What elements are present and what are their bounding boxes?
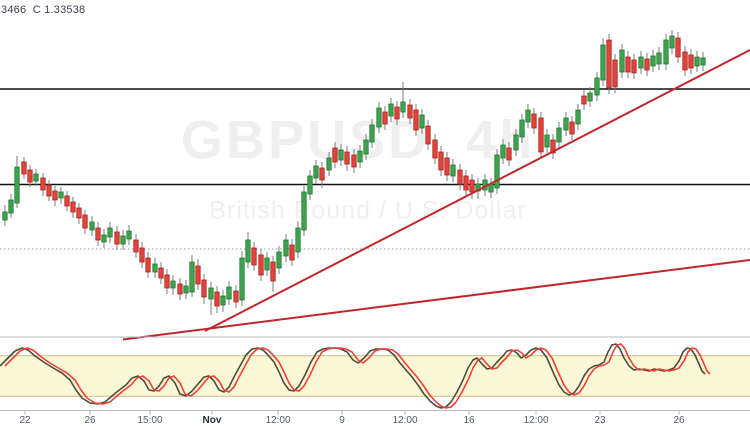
candlestick-series xyxy=(2,30,706,315)
horizontal-level-lines[interactable] xyxy=(0,88,750,250)
time-axis-label: Nov xyxy=(202,415,222,426)
stochastic-indicator-panel[interactable] xyxy=(0,336,750,409)
time-axis-label: 12:00 xyxy=(265,415,291,426)
time-axis-label: 26 xyxy=(673,415,685,426)
time-axis-label: 9 xyxy=(339,415,345,426)
time-axis[interactable] xyxy=(0,410,750,415)
time-axis-label: 16 xyxy=(463,415,475,426)
time-axis-label: 26 xyxy=(84,415,96,426)
time-axis-label: 12:00 xyxy=(523,415,549,426)
time-axis-label: 15:00 xyxy=(137,415,163,426)
ohlc-legend: 3466 C 1.33538 xyxy=(1,4,86,16)
trend-lines[interactable] xyxy=(122,49,750,341)
time-axis-label: 12:00 xyxy=(392,415,418,426)
time-axis-label: 23 xyxy=(594,415,606,426)
time-axis-label: 22 xyxy=(19,415,31,426)
